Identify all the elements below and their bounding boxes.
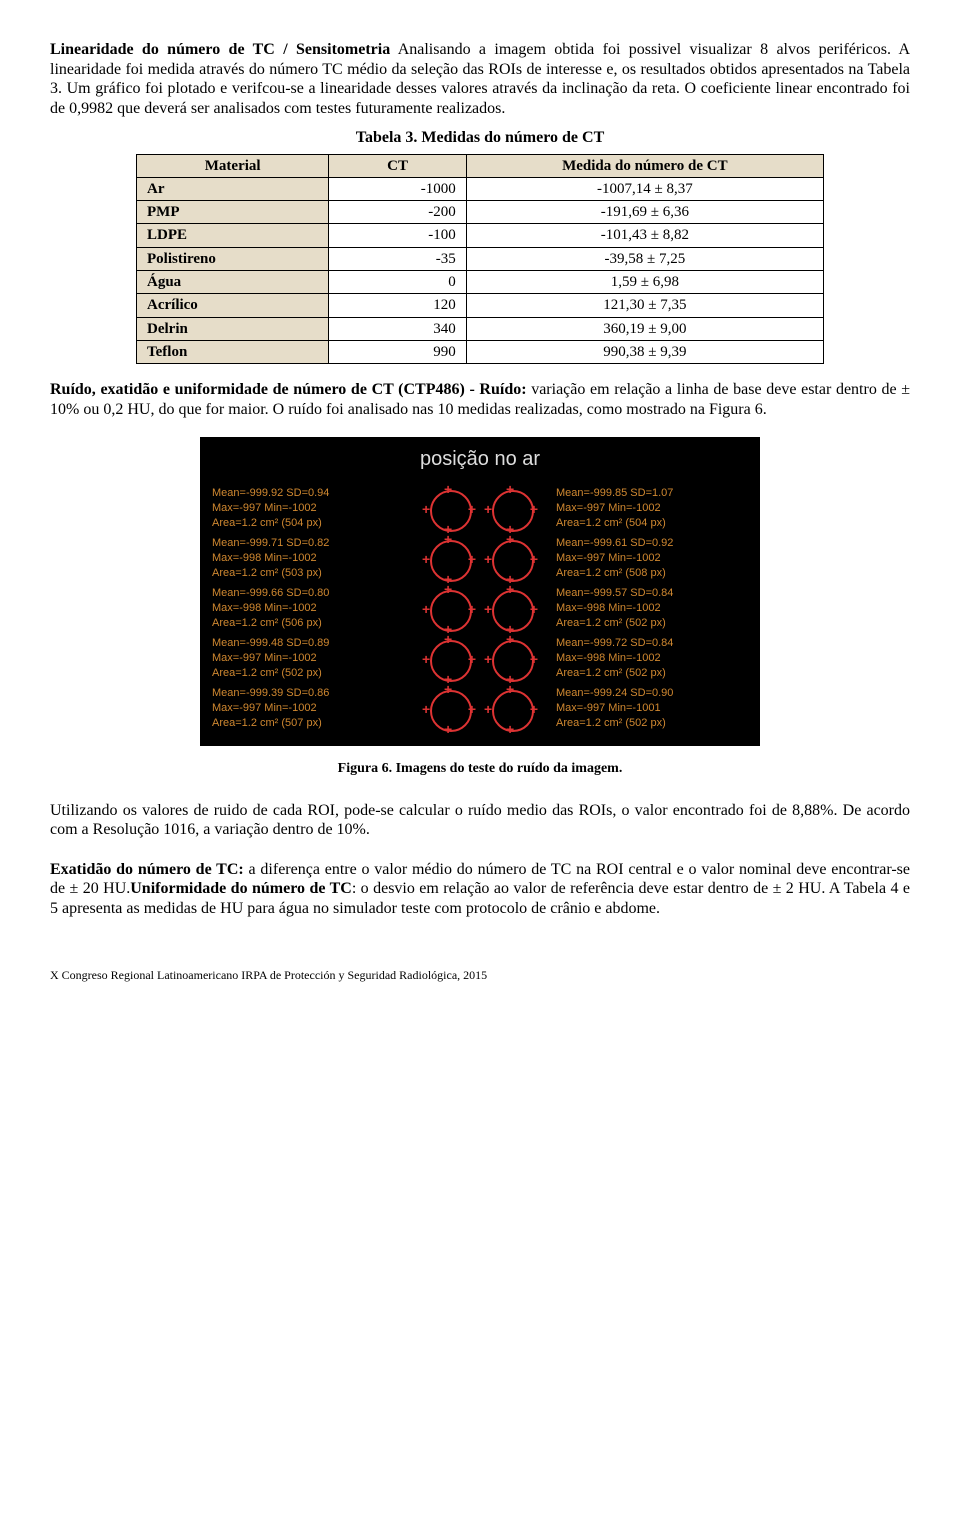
table-cell-material: PMP bbox=[137, 201, 329, 224]
figure-6: posição no ar Mean=-999.92 SD=0.94Max=-9… bbox=[200, 437, 760, 745]
roi-circle-icon: ++++ bbox=[426, 486, 472, 532]
table-3-header-ct: CT bbox=[329, 154, 466, 177]
table-cell-material: Delrin bbox=[137, 317, 329, 340]
table-cell-material: Ar bbox=[137, 177, 329, 200]
table-cell-measure: 990,38 ± 9,39 bbox=[466, 340, 823, 363]
table-3: Material CT Medida do número de CT Ar-10… bbox=[136, 154, 824, 365]
roi-circles: ++++ ++++ bbox=[410, 586, 550, 632]
roi-circle-icon: ++++ bbox=[488, 536, 534, 582]
roi-circle-icon: ++++ bbox=[488, 486, 534, 532]
roi-circle-icon: ++++ bbox=[488, 636, 534, 682]
paragraph-1: Linearidade do número de TC / Sensitomet… bbox=[50, 40, 910, 118]
table-cell-measure: 360,19 ± 9,00 bbox=[466, 317, 823, 340]
table-row: Polistireno-35-39,58 ± 7,25 bbox=[137, 247, 824, 270]
table-cell-ct: -200 bbox=[329, 201, 466, 224]
figure-row: Mean=-999.66 SD=0.80Max=-998 Min=-1002Ar… bbox=[212, 586, 748, 632]
roi-stats: Mean=-999.39 SD=0.86Max=-997 Min=-1002Ar… bbox=[212, 686, 404, 731]
table-cell-measure: -101,43 ± 8,82 bbox=[466, 224, 823, 247]
paragraph-4: Exatidão do número de TC: a diferença en… bbox=[50, 860, 910, 919]
paragraph-4-heading-2: Uniformidade do número de TC bbox=[130, 880, 352, 897]
roi-circle-icon: ++++ bbox=[488, 586, 534, 632]
figure-6-caption: Figura 6. Imagens do teste do ruído da i… bbox=[200, 760, 760, 777]
table-cell-ct: -100 bbox=[329, 224, 466, 247]
roi-stats: Mean=-999.57 SD=0.84Max=-998 Min=-1002Ar… bbox=[556, 586, 748, 631]
paragraph-2: Ruído, exatidão e uniformidade de número… bbox=[50, 380, 910, 419]
figure-row: Mean=-999.48 SD=0.89Max=-997 Min=-1002Ar… bbox=[212, 636, 748, 682]
table-cell-measure: -1007,14 ± 8,37 bbox=[466, 177, 823, 200]
paragraph-3: Utilizando os valores de ruido de cada R… bbox=[50, 801, 910, 840]
table-cell-ct: -35 bbox=[329, 247, 466, 270]
table-row: Água01,59 ± 6,98 bbox=[137, 271, 824, 294]
table-3-header-row: Material CT Medida do número de CT bbox=[137, 154, 824, 177]
figure-row: Mean=-999.39 SD=0.86Max=-997 Min=-1002Ar… bbox=[212, 686, 748, 732]
table-cell-measure: 121,30 ± 7,35 bbox=[466, 294, 823, 317]
roi-circles: ++++ ++++ bbox=[410, 686, 550, 732]
table-cell-material: Água bbox=[137, 271, 329, 294]
table-row: Teflon990990,38 ± 9,39 bbox=[137, 340, 824, 363]
table-cell-measure: -191,69 ± 6,36 bbox=[466, 201, 823, 224]
table-cell-material: Acrílico bbox=[137, 294, 329, 317]
table-cell-material: LDPE bbox=[137, 224, 329, 247]
table-3-header-measure: Medida do número de CT bbox=[466, 154, 823, 177]
figure-row: Mean=-999.71 SD=0.82Max=-998 Min=-1002Ar… bbox=[212, 536, 748, 582]
table-cell-material: Teflon bbox=[137, 340, 329, 363]
figure-6-wrap: posição no ar Mean=-999.92 SD=0.94Max=-9… bbox=[200, 437, 760, 776]
roi-stats: Mean=-999.72 SD=0.84Max=-998 Min=-1002Ar… bbox=[556, 636, 748, 681]
table-row: PMP-200-191,69 ± 6,36 bbox=[137, 201, 824, 224]
table-cell-ct: 0 bbox=[329, 271, 466, 294]
paragraph-2-heading: Ruído, exatidão e uniformidade de número… bbox=[50, 381, 527, 398]
table-cell-ct: 340 bbox=[329, 317, 466, 340]
roi-stats: Mean=-999.71 SD=0.82Max=-998 Min=-1002Ar… bbox=[212, 536, 404, 581]
roi-circles: ++++ ++++ bbox=[410, 636, 550, 682]
table-row: Ar-1000-1007,14 ± 8,37 bbox=[137, 177, 824, 200]
roi-circle-icon: ++++ bbox=[488, 686, 534, 732]
roi-circles: ++++ ++++ bbox=[410, 486, 550, 532]
table-3-header-material: Material bbox=[137, 154, 329, 177]
paragraph-4-heading-1: Exatidão do número de TC: bbox=[50, 861, 244, 878]
roi-circles: ++++ ++++ bbox=[410, 536, 550, 582]
table-cell-measure: -39,58 ± 7,25 bbox=[466, 247, 823, 270]
table-cell-ct: 120 bbox=[329, 294, 466, 317]
table-3-caption: Tabela 3. Medidas do número de CT bbox=[50, 128, 910, 148]
table-row: Delrin340360,19 ± 9,00 bbox=[137, 317, 824, 340]
roi-stats: Mean=-999.61 SD=0.92Max=-997 Min=-1002Ar… bbox=[556, 536, 748, 581]
roi-circle-icon: ++++ bbox=[426, 586, 472, 632]
roi-stats: Mean=-999.92 SD=0.94Max=-997 Min=-1002Ar… bbox=[212, 486, 404, 531]
roi-circle-icon: ++++ bbox=[426, 686, 472, 732]
table-cell-material: Polistireno bbox=[137, 247, 329, 270]
figure-row: Mean=-999.92 SD=0.94Max=-997 Min=-1002Ar… bbox=[212, 486, 748, 532]
roi-circle-icon: ++++ bbox=[426, 536, 472, 582]
roi-stats: Mean=-999.66 SD=0.80Max=-998 Min=-1002Ar… bbox=[212, 586, 404, 631]
table-row: LDPE-100-101,43 ± 8,82 bbox=[137, 224, 824, 247]
table-cell-ct: 990 bbox=[329, 340, 466, 363]
figure-6-title: posição no ar bbox=[200, 437, 760, 485]
roi-circle-icon: ++++ bbox=[426, 636, 472, 682]
table-cell-measure: 1,59 ± 6,98 bbox=[466, 271, 823, 294]
roi-stats: Mean=-999.85 SD=1.07Max=-997 Min=-1002Ar… bbox=[556, 486, 748, 531]
page-footer: X Congreso Regional Latinoamericano IRPA… bbox=[50, 968, 910, 983]
paragraph-1-heading: Linearidade do número de TC / Sensitomet… bbox=[50, 41, 390, 58]
table-cell-ct: -1000 bbox=[329, 177, 466, 200]
roi-stats: Mean=-999.24 SD=0.90Max=-997 Min=-1001Ar… bbox=[556, 686, 748, 731]
roi-stats: Mean=-999.48 SD=0.89Max=-997 Min=-1002Ar… bbox=[212, 636, 404, 681]
table-row: Acrílico120121,30 ± 7,35 bbox=[137, 294, 824, 317]
